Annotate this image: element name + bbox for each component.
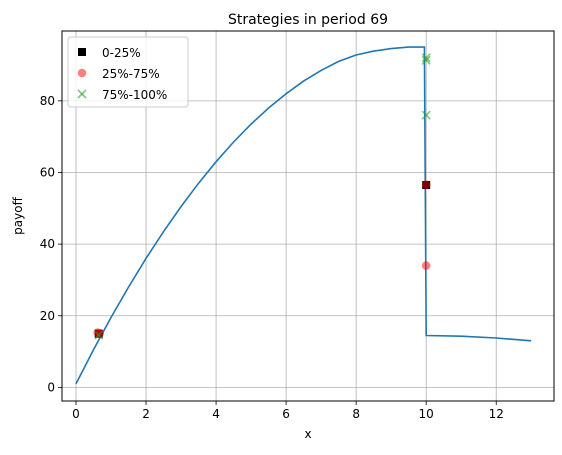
plot-frame [61,30,555,402]
x-tick-label: 6 [282,407,290,421]
x-tick-label: 2 [142,407,150,421]
markers-group [93,53,431,340]
marker-point-stroke [94,330,104,340]
marker-point-stroke [421,110,431,120]
x-tick-label: 8 [352,407,360,421]
legend-marker [77,68,87,78]
y-tick-label: 40 [40,237,55,251]
grid [62,31,554,401]
y-axis-label: payoff [11,196,25,234]
legend-label: 0-25% [102,46,141,60]
y-tick-label: 0 [47,380,55,394]
payoff-curve-group [75,46,532,385]
x-tick-label: 0 [72,407,80,421]
legend-box [67,36,189,108]
y-tick-label: 20 [40,309,55,323]
legend-label: 75%-100% [102,88,167,102]
legend: 0-25% 25%-75% 75%-100% [67,36,189,108]
marker-point-stroke [421,55,431,65]
legend-label: 25%-75% [102,67,160,81]
marker-point [94,330,104,340]
marker-point [421,55,431,65]
legend-marker [77,89,87,99]
marker-point [421,261,431,270]
y-tick-label: 80 [40,94,55,108]
legend-marker-stroke [77,89,87,99]
marker-point [421,53,431,63]
marker-point [421,180,431,189]
x-tick-label: 12 [489,407,504,421]
marker-point [421,110,431,120]
legend-marker [78,48,86,56]
x-axis-label: x [304,427,311,441]
x-tick-label: 4 [212,407,220,421]
payoff-curve-line [75,46,532,385]
ticks-group: 0 2 4 6 8 10 12 0 20 40 60 80 [40,94,504,421]
chart-title: Strategies in period 69 [228,12,388,28]
x-tick-label: 10 [419,407,434,421]
y-tick-label: 60 [40,165,55,179]
marker-point-stroke [421,53,431,63]
